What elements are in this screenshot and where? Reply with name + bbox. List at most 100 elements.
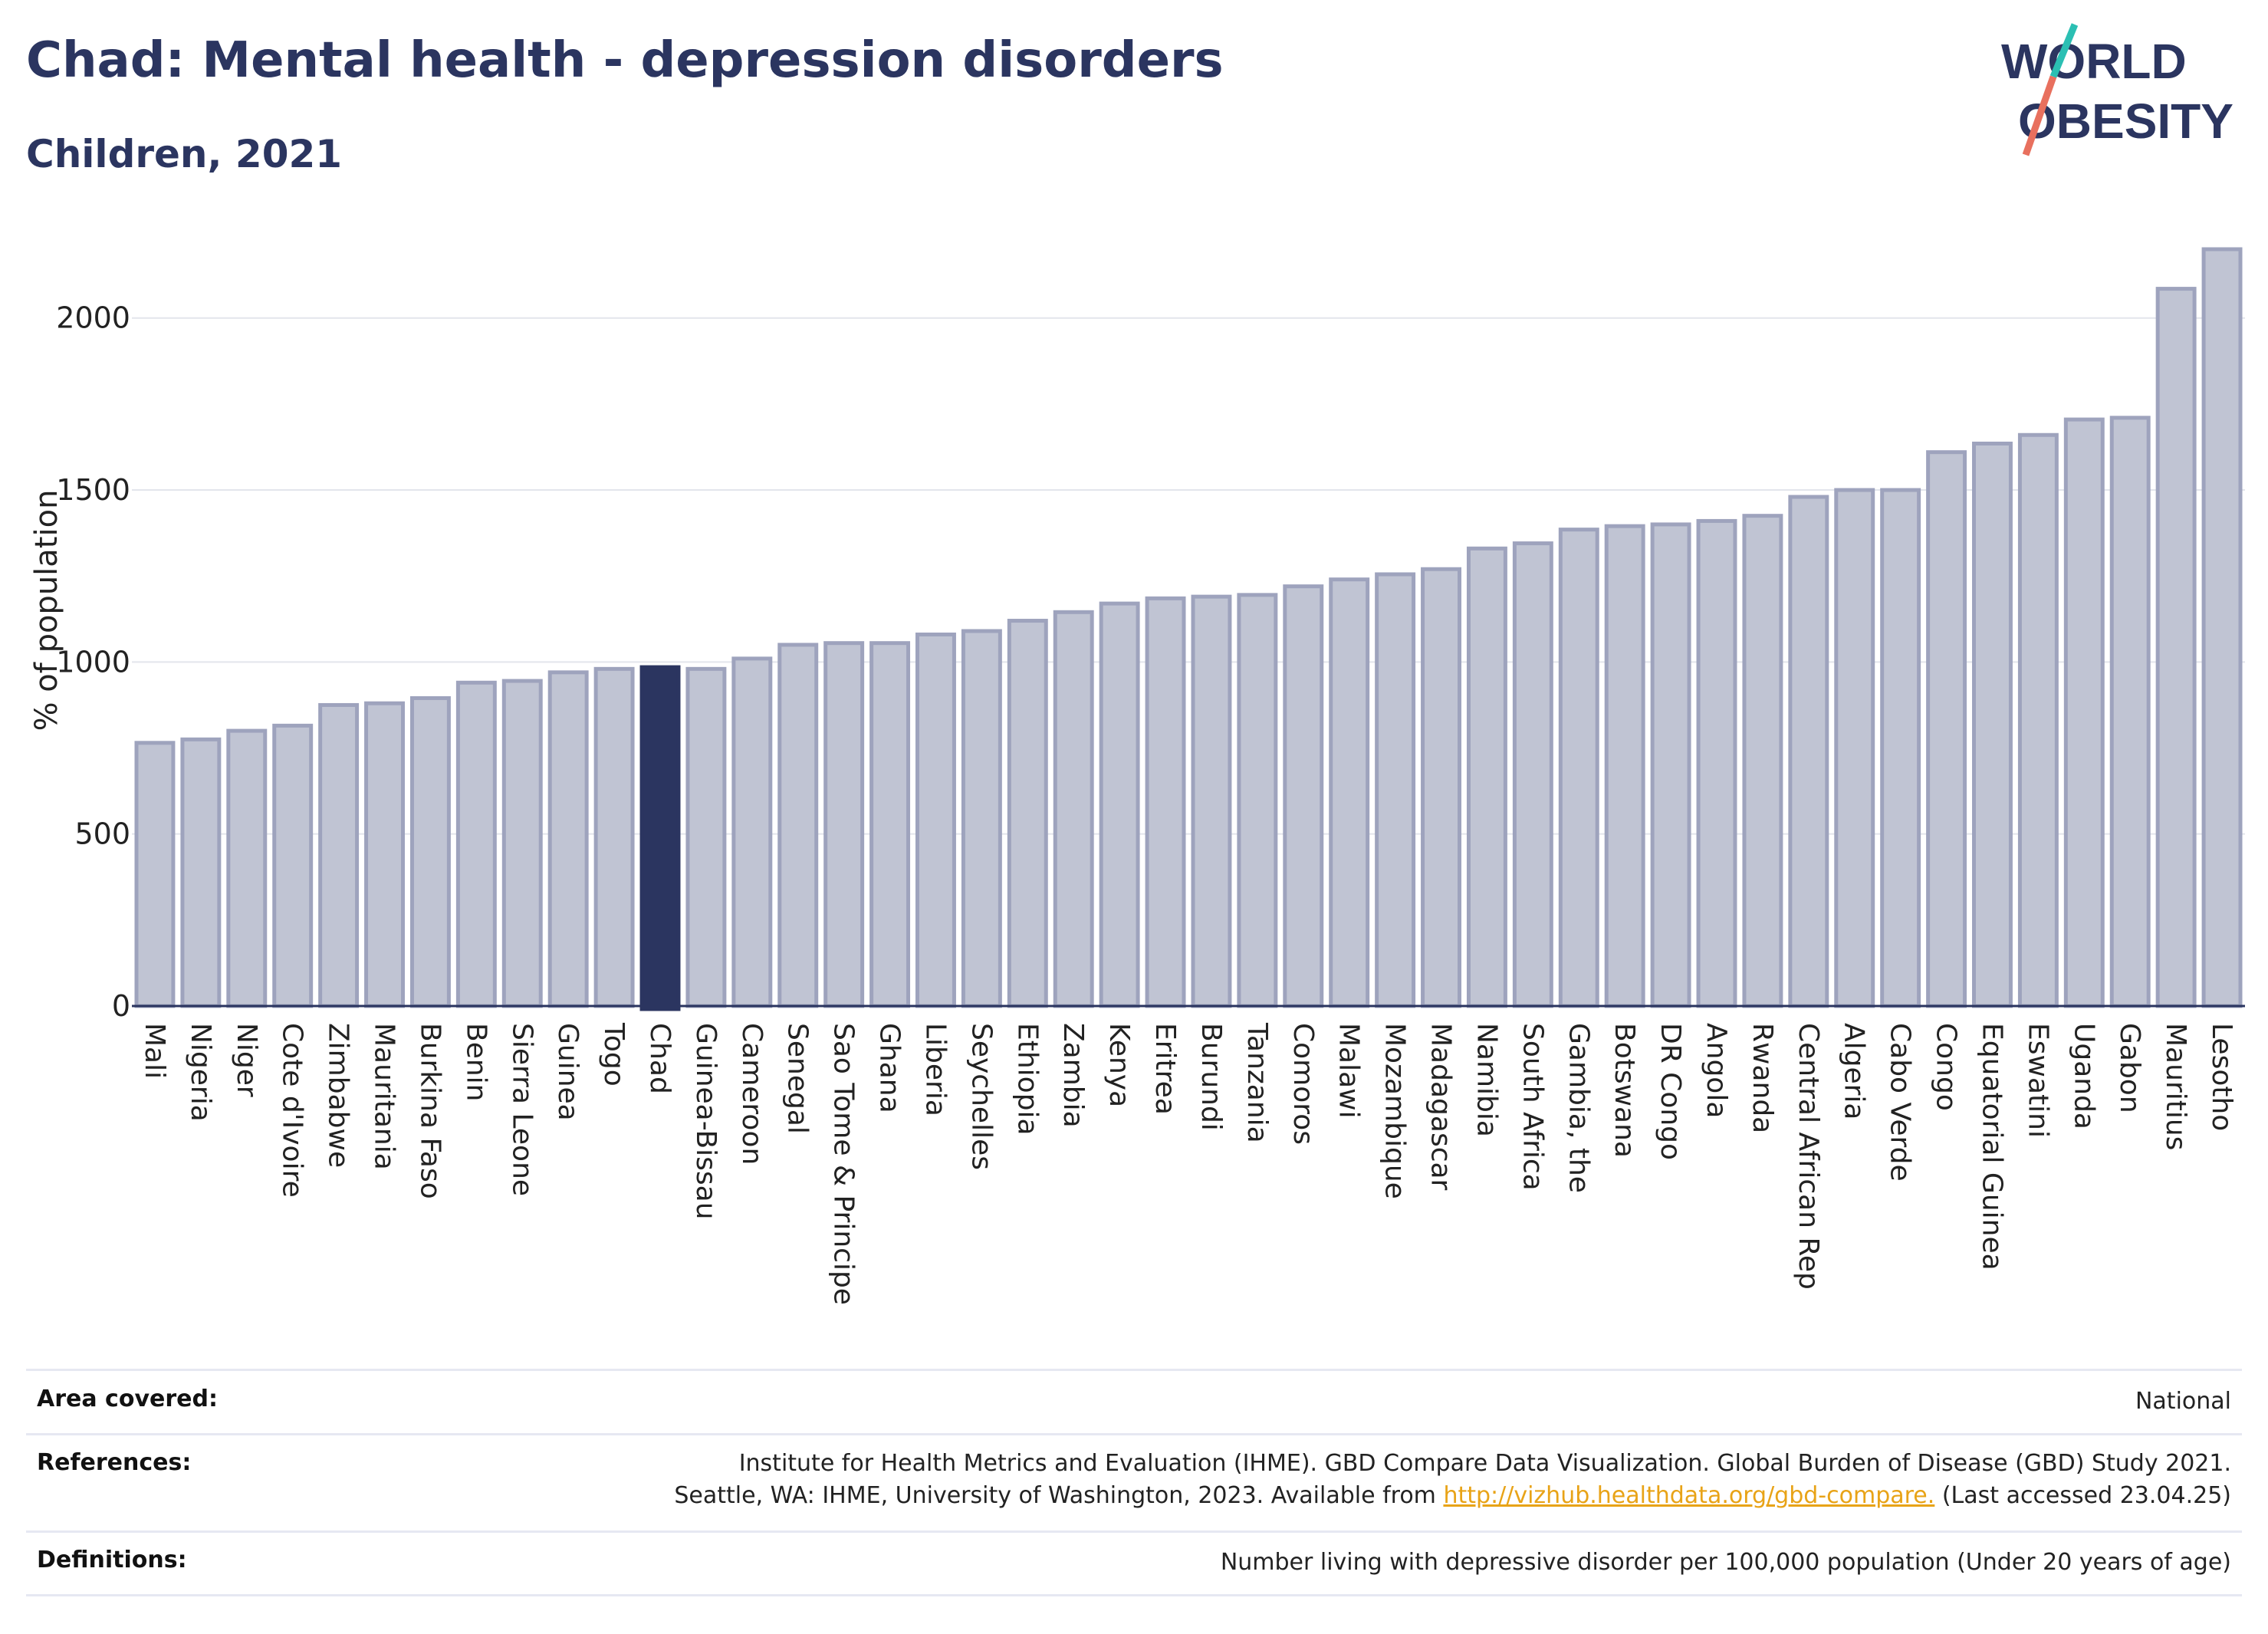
references-row: References: Institute for Health Metrics… <box>26 1433 2242 1530</box>
bar-burkina-faso <box>409 695 451 1008</box>
x-tick-label-zambia: Zambia <box>1057 1023 1089 1128</box>
x-tick-label-chad: Chad <box>644 1023 675 1094</box>
area-covered-value: National <box>2135 1388 2231 1415</box>
bar-namibia <box>1466 546 1507 1008</box>
x-tick-label-sao-tome-principe: Sao Tome & Principe <box>828 1023 860 1305</box>
bar-mauritius <box>2155 287 2197 1008</box>
area-covered-label: Area covered: <box>37 1386 218 1412</box>
chart-title: Chad: Mental health - depression disorde… <box>26 32 1224 89</box>
references-line-1: Institute for Health Metrics and Evaluat… <box>738 1450 2231 1477</box>
bar-ghana <box>869 641 911 1008</box>
references-link[interactable]: http://vizhub.healthdata.org/gbd-compare… <box>1443 1482 1935 1509</box>
bar-central-african-rep <box>1788 495 1829 1008</box>
x-tick-label-ghana: Ghana <box>874 1023 906 1113</box>
bar-niger <box>226 728 268 1008</box>
x-tick-label-mauritius: Mauritius <box>2160 1023 2191 1150</box>
bar-eswatini <box>2017 432 2059 1008</box>
x-tick-label-mozambique: Mozambique <box>1379 1023 1411 1199</box>
x-tick-labels: Mali Nigeria Niger Cote d'Ivoire Zimbabwe Mau… <box>139 1022 2237 1305</box>
x-tick-label-senegal: Senegal <box>782 1023 814 1134</box>
x-tick-label-eritrea: Eritrea <box>1149 1023 1181 1115</box>
bar-guinea-bissau <box>685 666 727 1008</box>
area-covered-row: Area covered: National <box>26 1369 2242 1433</box>
x-tick-label-comoros: Comoros <box>1287 1023 1319 1145</box>
logo-line-1: WORLD <box>2001 34 2187 89</box>
x-tick-label-lesotho: Lesotho <box>2206 1023 2237 1131</box>
y-tick-labels: 0 500 1000 1500 2000 <box>56 301 130 1023</box>
x-tick-label-malawi: Malawi <box>1333 1023 1365 1119</box>
bar-mali <box>134 741 176 1008</box>
references-line-2-pre: Seattle, WA: IHME, University of Washing… <box>674 1482 1444 1509</box>
bar-zimbabwe <box>318 702 360 1008</box>
y-axis-label: % of population <box>29 490 64 732</box>
y-tick-label-1000: 1000 <box>56 645 130 679</box>
x-tick-label-liberia: Liberia <box>919 1023 951 1116</box>
references-text: Institute for Health Metrics and Evaluat… <box>26 1435 2242 1512</box>
x-tick-label-sierra-leone: Sierra Leone <box>506 1023 537 1196</box>
x-tick-label-equatorial-guinea: Equatorial Guinea <box>1976 1023 2007 1271</box>
chart-subtitle: Children, 2021 <box>26 132 343 176</box>
bar-comoros <box>1283 584 1324 1008</box>
bar-kenya <box>1099 601 1140 1008</box>
y-tick-label-1500: 1500 <box>56 473 130 507</box>
bar-botswana <box>1604 524 1645 1008</box>
bar-liberia <box>915 632 956 1008</box>
x-tick-label-burkina-faso: Burkina Faso <box>414 1023 445 1199</box>
y-tick-label-0: 0 <box>112 989 130 1023</box>
x-tick-label-congo: Congo <box>1931 1023 1962 1111</box>
references-line-2: Seattle, WA: IHME, University of Washing… <box>26 1480 2231 1512</box>
bar-malawi <box>1329 577 1370 1008</box>
x-tick-label-niger: Niger <box>231 1023 262 1097</box>
bar-gabon <box>2109 416 2151 1008</box>
logo-slash-teal <box>2049 23 2079 78</box>
bar-mozambique <box>1375 572 1416 1008</box>
x-tick-label-ethiopia: Ethiopia <box>1011 1023 1043 1136</box>
bar-uganda <box>2063 417 2105 1008</box>
bar-mauritania <box>364 701 405 1008</box>
bar-senegal <box>777 643 819 1008</box>
bar-lesotho <box>2201 247 2243 1008</box>
x-tick-label-botswana: Botswana <box>1609 1023 1640 1158</box>
x-tick-label-tanzania: Tanzania <box>1241 1022 1273 1143</box>
bar-benin <box>455 680 497 1008</box>
x-tick-label-eswatini: Eswatini <box>2022 1023 2053 1138</box>
bar-madagascar <box>1421 567 1461 1008</box>
bar-eritrea <box>1145 596 1186 1008</box>
x-tick-label-kenya: Kenya <box>1103 1023 1135 1107</box>
bar-zambia <box>1053 610 1094 1008</box>
references-line-2-post: (Last accessed 23.04.25) <box>1934 1482 2231 1509</box>
bar-burundi <box>1191 594 1232 1008</box>
bar-angola <box>1696 518 1737 1008</box>
bar-cabo-verde <box>1880 488 1921 1008</box>
bar-equatorial-guinea <box>1972 441 2013 1008</box>
info-table: Area covered: National References: Insti… <box>26 1369 2242 1596</box>
bar-ethiopia <box>1007 619 1048 1008</box>
x-tick-label-burundi: Burundi <box>1195 1023 1227 1131</box>
x-tick-label-uganda: Uganda <box>2068 1023 2099 1129</box>
x-tick-label-central-african-rep: Central African Rep <box>1793 1023 1824 1290</box>
x-tick-label-cote-d-ivoire: Cote d'Ivoire <box>277 1023 308 1198</box>
bar-cameroon <box>731 656 773 1008</box>
bar-congo <box>1926 450 1967 1008</box>
bar-sao-tome-principe <box>823 641 865 1008</box>
x-tick-label-guinea: Guinea <box>552 1023 583 1121</box>
x-tick-label-benin: Benin <box>460 1023 491 1101</box>
x-tick-label-mauritania: Mauritania <box>369 1023 400 1170</box>
bars <box>134 247 2243 1011</box>
bar-south-africa <box>1512 541 1553 1008</box>
x-tick-label-seychelles: Seychelles <box>965 1023 997 1170</box>
bar-chart: 0 500 1000 1500 2000 Mali Nigeria Niger Cote d'… <box>29 247 2245 1305</box>
x-tick-label-gabon: Gabon <box>2114 1023 2145 1113</box>
x-tick-label-cabo-verde: Cabo Verde <box>1885 1023 1916 1182</box>
bar-togo <box>593 666 635 1008</box>
definitions-label: Definitions: <box>37 1547 187 1573</box>
bar-cote-d-ivoire <box>272 723 314 1008</box>
x-tick-label-cameroon: Cameroon <box>736 1023 768 1165</box>
definitions-row: Definitions: Number living with depressi… <box>26 1530 2242 1596</box>
bar-tanzania <box>1237 593 1278 1008</box>
x-tick-label-guinea-bissau: Guinea-Bissau <box>690 1023 721 1220</box>
x-tick-label-madagascar: Madagascar <box>1425 1023 1457 1191</box>
x-tick-label-mali: Mali <box>139 1023 170 1079</box>
x-tick-label-namibia: Namibia <box>1471 1023 1502 1137</box>
bar-rwanda <box>1742 514 1783 1008</box>
